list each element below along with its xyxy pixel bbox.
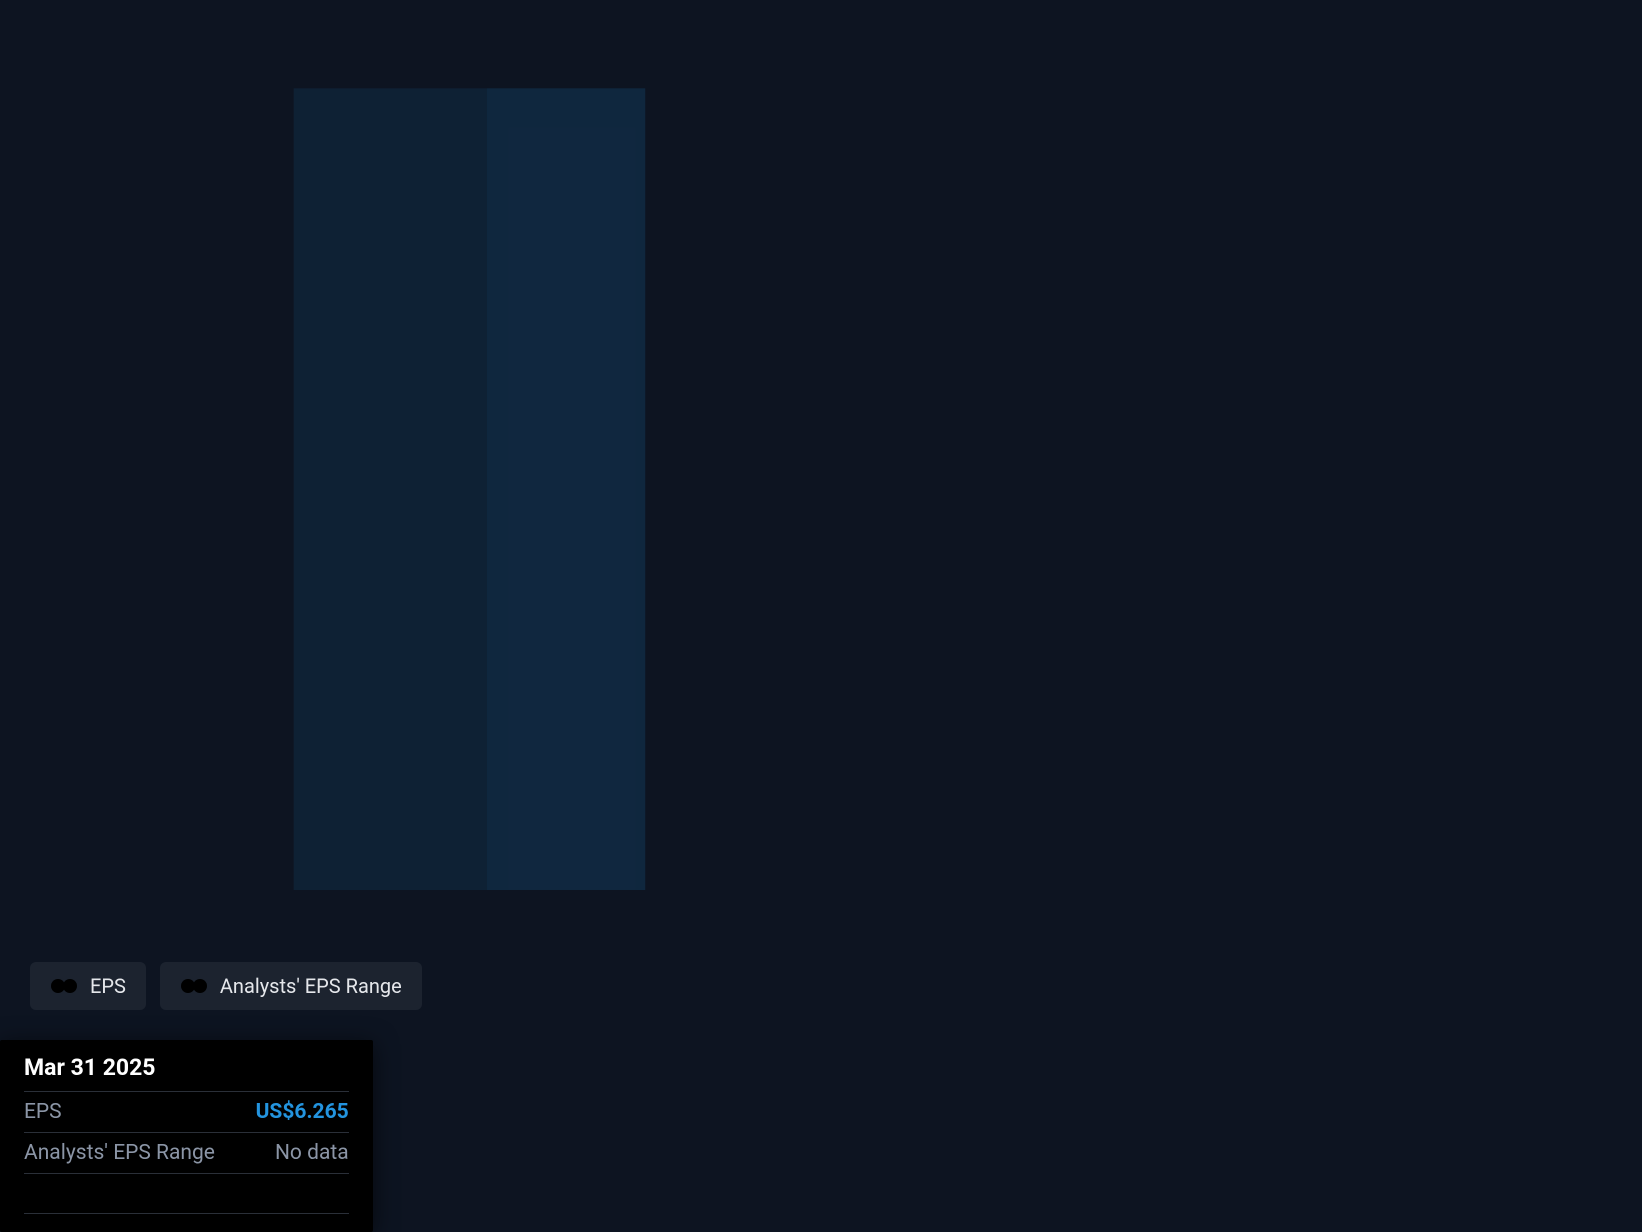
tooltip-row-label: EPS — [24, 1100, 62, 1124]
legend-label: EPS — [90, 974, 126, 998]
legend-label: Analysts' EPS Range — [220, 974, 402, 998]
legend-item-eps[interactable]: EPS — [30, 962, 146, 1010]
legend-swatch-eps — [50, 978, 78, 994]
legend-item-range[interactable]: Analysts' EPS Range — [160, 962, 422, 1010]
hover-tooltip: Mar 31 2025 EPS US$6.265 Analysts' EPS R… — [0, 1040, 373, 1232]
tooltip-title: Mar 31 2025 — [24, 1054, 349, 1092]
legend: EPS Analysts' EPS Range — [30, 962, 422, 1010]
legend-swatch-range — [180, 978, 208, 994]
eps-chart[interactable]: Actual Analysts Forecasts Mar 31 2025 EP… — [0, 0, 1642, 1040]
tooltip-row-value: US$6.265 — [256, 1100, 349, 1124]
tooltip-row-label: Analysts' EPS Range — [24, 1141, 215, 1165]
chart-svg[interactable] — [0, 0, 1642, 1040]
tooltip-row-value: No data — [275, 1141, 349, 1165]
